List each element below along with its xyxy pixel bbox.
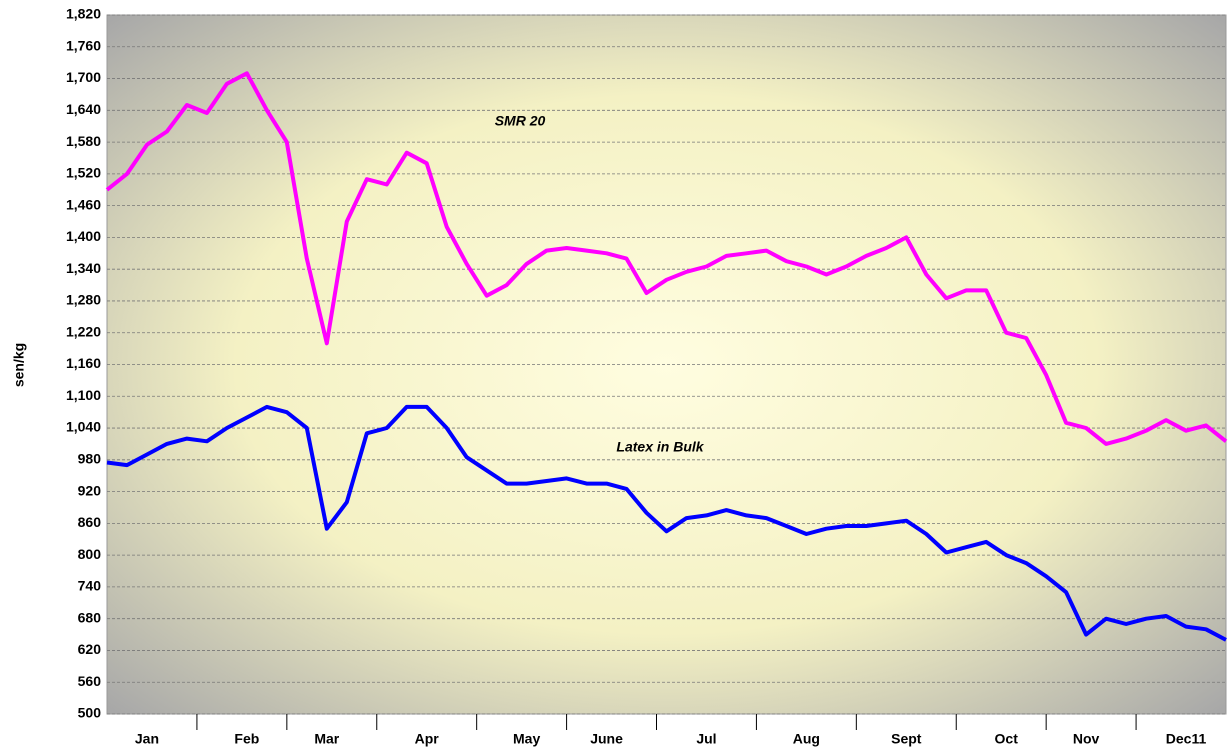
y-tick-label: 1,700 bbox=[66, 69, 101, 85]
series-line bbox=[105, 71, 1228, 446]
x-tick-label: June bbox=[590, 731, 623, 747]
y-tick-label: 1,640 bbox=[66, 101, 101, 117]
x-tick-label: Jan bbox=[135, 731, 159, 747]
x-tick-label: Oct bbox=[995, 731, 1019, 747]
y-tick-label: 1,820 bbox=[66, 6, 101, 22]
y-tick-label: 1,160 bbox=[66, 355, 101, 371]
y-tick-label: 500 bbox=[78, 705, 102, 721]
y-tick-label: 1,340 bbox=[66, 260, 101, 276]
annotation: SMR 20 bbox=[495, 113, 546, 129]
x-tick-label: Aug bbox=[793, 731, 820, 747]
x-tick-label: Jul bbox=[696, 731, 716, 747]
y-tick-label: 1,460 bbox=[66, 196, 101, 212]
y-tick-label: 1,760 bbox=[66, 37, 101, 53]
y-tick-label: 980 bbox=[78, 451, 102, 467]
y-tick-label: 1,100 bbox=[66, 387, 101, 403]
x-tick-label: Dec11 bbox=[1166, 731, 1207, 747]
y-tick-label: 1,520 bbox=[66, 165, 101, 181]
x-tick-label: Mar bbox=[314, 731, 339, 747]
x-tick-label: Feb bbox=[234, 731, 259, 747]
y-tick-label: 860 bbox=[78, 514, 102, 530]
y-tick-label: 620 bbox=[78, 641, 102, 657]
x-tick-label: Nov bbox=[1073, 731, 1100, 747]
y-tick-label: 920 bbox=[78, 482, 102, 498]
y-tick-label: 560 bbox=[78, 673, 102, 689]
y-tick-label: 1,580 bbox=[66, 133, 101, 149]
y-tick-label: 1,220 bbox=[66, 323, 101, 339]
x-tick-label: Apr bbox=[415, 731, 440, 747]
y-tick-label: 740 bbox=[78, 578, 102, 594]
y-tick-label: 1,040 bbox=[66, 419, 101, 435]
y-axis-label: sen/kg bbox=[11, 343, 27, 387]
series-line bbox=[106, 404, 1227, 642]
y-tick-label: 680 bbox=[78, 609, 102, 625]
y-tick-label: 1,280 bbox=[66, 292, 101, 308]
y-tick-label: 1,400 bbox=[66, 228, 101, 244]
x-tick-label: Sept bbox=[891, 731, 922, 747]
y-tick-label: 800 bbox=[78, 546, 102, 562]
x-tick-label: May bbox=[513, 731, 540, 747]
annotation: Latex in Bulk bbox=[616, 439, 704, 455]
